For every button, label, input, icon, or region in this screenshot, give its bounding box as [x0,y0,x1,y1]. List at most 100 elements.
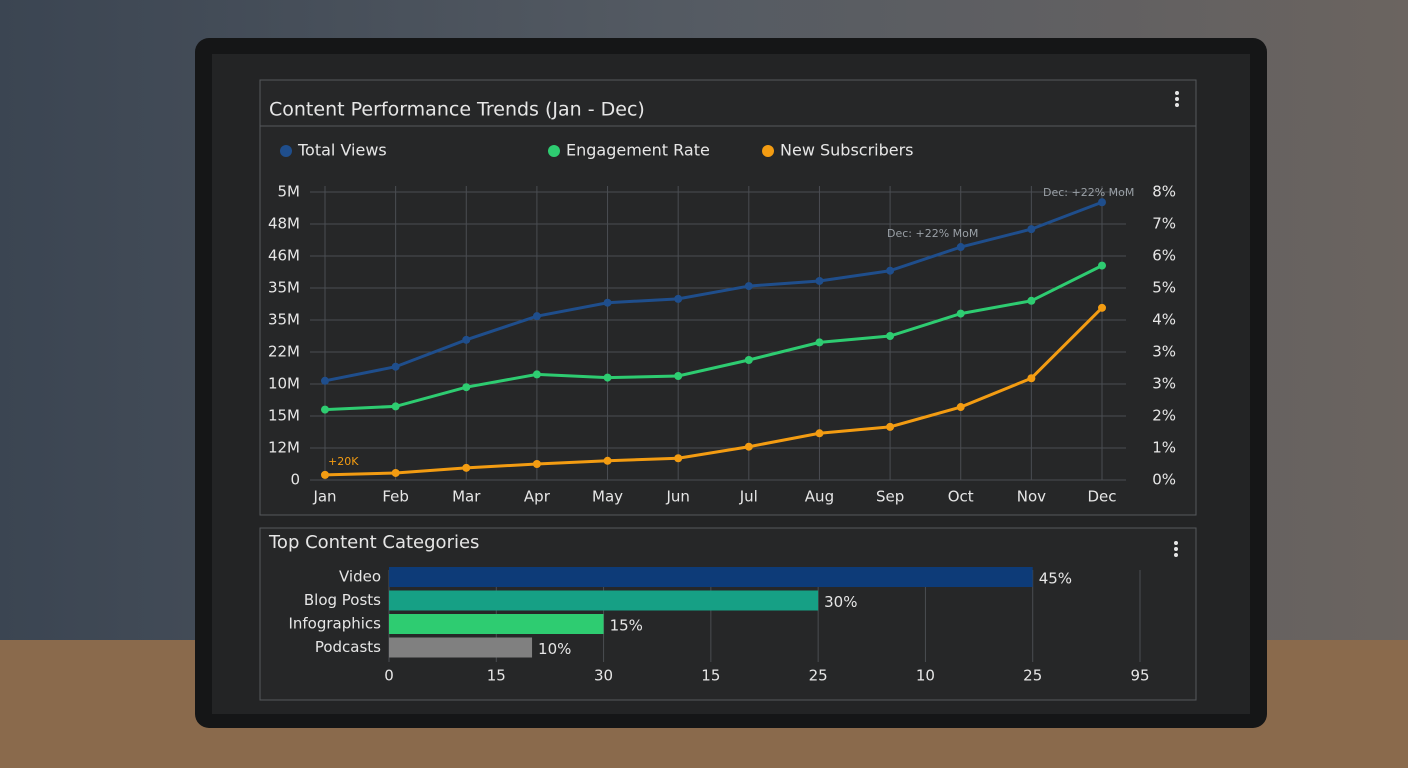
data-point [815,276,824,285]
x-tick-label: Jun [665,488,689,506]
series-line [324,200,1103,383]
data-point [532,460,541,468]
data-point [956,403,965,412]
data-point [956,309,965,318]
y-tick-label: Infographics [288,615,381,633]
x-tick-label: 0 [384,667,394,685]
y2-tick-label: 1% [1152,439,1176,457]
y-tick-label: 12M [268,439,300,457]
data-point [391,402,400,411]
series-line [324,306,1104,477]
x-tick-label: 15 [487,667,506,685]
y-tick-label: 10M [268,375,300,393]
y-tick-label: 0 [290,471,300,489]
menu-icon[interactable] [1175,91,1179,107]
y2-tick-label: 0% [1152,471,1176,489]
data-point [886,422,895,431]
bar [389,567,1033,587]
y-tick-label: Podcasts [315,638,381,656]
x-tick-label: 30 [594,667,613,685]
data-point [462,335,471,344]
data-point [744,442,753,451]
series-line [324,264,1103,412]
data-point [886,332,895,340]
y2-tick-label: 5% [1152,279,1176,297]
y-tick-label: 46M [268,247,300,265]
data-point [674,372,683,380]
legend-label: Engagement Rate [566,141,710,160]
legend-marker [280,145,292,157]
data-point [674,454,683,463]
x-tick-label: Aug [805,488,834,506]
data-point [603,298,612,307]
y-tick-label: 48M [268,215,300,233]
data-point [462,383,471,392]
y2-tick-label: 4% [1152,311,1176,329]
x-tick-label: Apr [524,488,551,506]
x-tick-label: 15 [701,667,720,685]
data-point [321,376,329,385]
bar [389,590,819,611]
value-label: 10% [538,640,571,658]
data-point [462,463,471,472]
legend-label: Total Views [297,141,387,160]
y2-tick-label: 3% [1152,343,1176,361]
data-point [391,468,400,477]
y-tick-label: 22M [268,343,300,361]
data-point [956,243,965,252]
data-point [1027,225,1036,234]
x-tick-label: 25 [809,667,828,685]
data-point [886,266,895,275]
data-point [532,370,541,379]
x-tick-label: 95 [1130,667,1149,685]
bar [389,637,533,658]
data-point [1098,198,1106,207]
y2-tick-label: 8% [1152,183,1176,201]
data-point [1098,261,1106,270]
menu-icon[interactable] [1174,541,1178,557]
legend-label: New Subscribers [780,141,914,160]
y-tick-label: 35M [268,279,300,297]
x-tick-label: 25 [1023,667,1042,685]
x-tick-label: Oct [948,488,974,506]
x-tick-label: Dec [1087,488,1116,506]
data-point [532,312,541,321]
bar [389,614,604,634]
annotation: Dec: +22% MoM [887,227,978,240]
y2-tick-label: 3% [1152,375,1176,393]
data-point [321,405,329,414]
y-tick-label: Blog Posts [304,591,381,609]
x-tick-label: Sep [876,488,904,506]
data-point [1098,303,1106,312]
x-tick-label: May [592,488,623,506]
y2-tick-label: 2% [1152,407,1176,425]
data-point [815,429,824,438]
legend-marker [548,145,560,157]
legend-marker [762,145,774,157]
y-tick-label: 15M [268,407,300,425]
data-point [321,470,329,479]
x-tick-label: Jul [739,488,758,506]
chart-title: Content Performance Trends (Jan - Dec) [269,99,645,121]
x-tick-label: Jan [312,488,336,506]
value-label: 30% [824,593,857,611]
x-tick-label: 10 [916,667,935,685]
data-point [603,456,612,465]
chart-title: Top Content Categories [268,532,479,553]
data-point [815,338,824,347]
annotation: Dec: +22% MoM [1043,186,1134,199]
y-tick-label: 35M [268,311,300,329]
value-label: 15% [610,617,643,635]
data-point [744,282,753,291]
y-tick-label: 5M [278,183,301,201]
data-point [674,294,683,303]
x-tick-label: Feb [382,488,409,506]
annotation: +20K [328,455,359,468]
value-label: 45% [1039,570,1072,588]
x-tick-label: Nov [1017,488,1046,506]
y-tick-label: Video [339,568,381,586]
x-tick-label: Mar [452,488,481,506]
data-point [603,373,612,382]
